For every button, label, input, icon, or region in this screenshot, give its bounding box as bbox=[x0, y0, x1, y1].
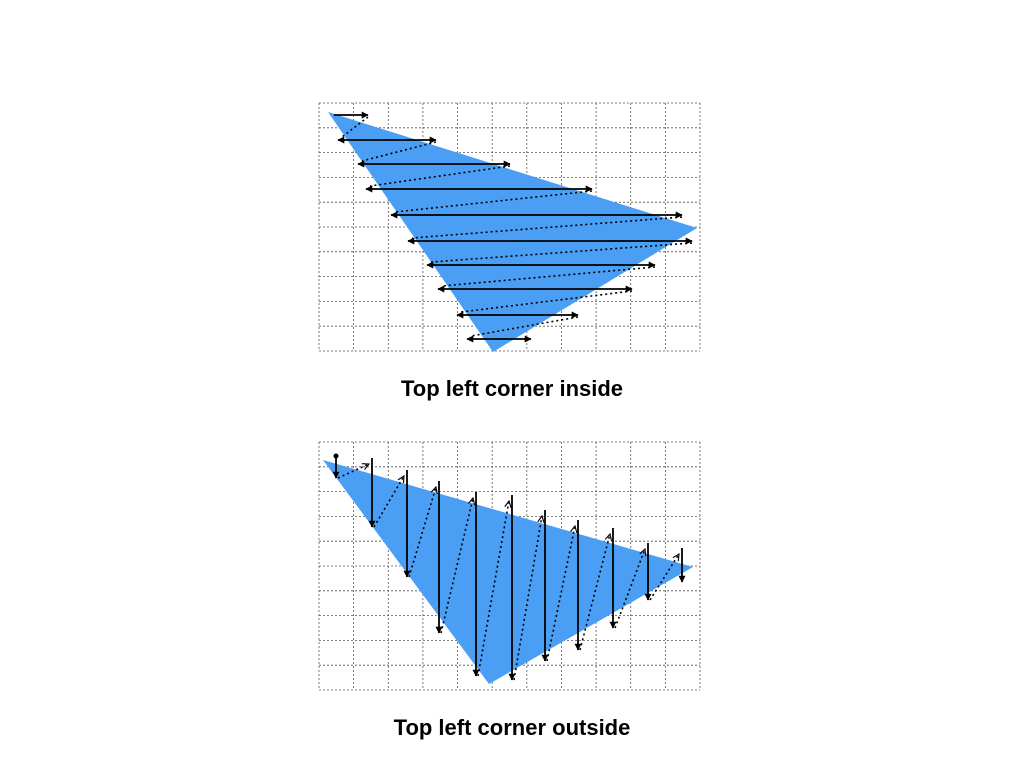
diagram-inside bbox=[318, 102, 701, 352]
return-path bbox=[430, 242, 693, 263]
diagram-outside bbox=[318, 441, 701, 691]
triangle bbox=[323, 460, 693, 684]
return-path bbox=[394, 190, 593, 213]
return-path bbox=[614, 549, 645, 629]
caption-top-left-corner-inside: Top left corner inside bbox=[400, 376, 624, 401]
return-path bbox=[441, 266, 656, 287]
return-path bbox=[411, 216, 683, 239]
scan-paths bbox=[332, 453, 686, 681]
return-path bbox=[440, 498, 473, 634]
return-path bbox=[460, 290, 633, 313]
return-path bbox=[408, 487, 436, 578]
return-path bbox=[470, 316, 579, 337]
triangle bbox=[328, 112, 697, 352]
return-path bbox=[337, 464, 369, 479]
scan-paths bbox=[334, 111, 693, 343]
return-path bbox=[341, 116, 369, 138]
return-path bbox=[649, 554, 680, 601]
caption-top-left-corner-outside: Top left corner outside bbox=[393, 715, 631, 740]
return-path bbox=[369, 165, 511, 187]
